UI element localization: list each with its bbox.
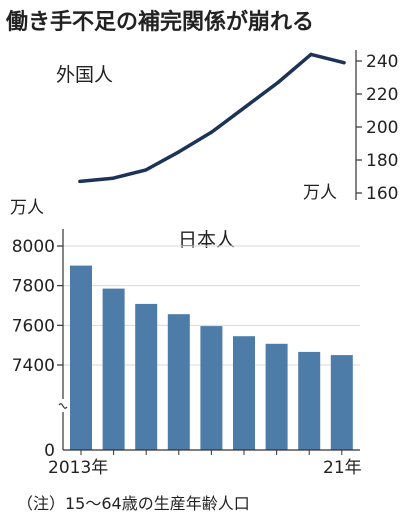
bar-2018	[233, 336, 255, 450]
bar-2021	[330, 355, 353, 450]
foreign-workers-line-chart: 外国人 160 180 200 220 240 万人	[56, 50, 398, 204]
line-point-2018	[243, 105, 247, 109]
line-y-tick-label-220: 220	[366, 85, 398, 105]
line-point-2016	[177, 150, 181, 154]
x-tick-label-last: 21年	[323, 458, 362, 478]
bar-y-tick-label-7400: 7400	[12, 356, 55, 376]
line-point-2015	[144, 168, 148, 172]
bar-2020	[298, 351, 321, 450]
bar-y-tick-label-8000: 8000	[12, 237, 55, 257]
line-y-tick-label-160: 160	[366, 184, 398, 204]
bar-y-tick-label-7800: 7800	[12, 277, 55, 297]
axis-break-mark	[58, 403, 68, 409]
x-tick-label-first: 2013年	[48, 458, 108, 478]
footnote: （注）15～64歳の生産年齢人口	[17, 494, 250, 513]
bar-2014	[102, 288, 125, 450]
line-y-tick-label-200: 200	[366, 118, 398, 138]
line-y-tick-label-180: 180	[366, 151, 398, 171]
bar-2016	[167, 314, 190, 450]
japanese-workers-bar-chart: 万人 日本人 0 7400 7600 7800 8000 2013年 21年	[10, 198, 362, 478]
bar-2015	[135, 303, 158, 450]
line-point-2014	[111, 176, 115, 180]
bar-series-label: 日本人	[178, 229, 235, 251]
bar-2017	[200, 326, 223, 450]
y-tick-label-zero: 0	[44, 441, 55, 461]
line-unit-label: 万人	[303, 183, 337, 203]
line-point-2019	[276, 80, 280, 85]
bar-y-tick-label-7600: 7600	[12, 316, 55, 336]
bar-2013	[70, 265, 92, 450]
line-point-2021	[342, 61, 346, 65]
line-series-label: 外国人	[56, 64, 113, 86]
line-point-2017	[210, 130, 214, 134]
bar-unit-label: 万人	[10, 198, 44, 218]
bar-2019	[265, 343, 288, 450]
line-point-2020	[309, 52, 313, 57]
line-point-2013	[78, 179, 82, 183]
chart-title: 働き手不足の補完関係が崩れる	[5, 9, 314, 35]
line-y-tick-label-240: 240	[366, 52, 398, 72]
line-series-path	[78, 52, 346, 184]
